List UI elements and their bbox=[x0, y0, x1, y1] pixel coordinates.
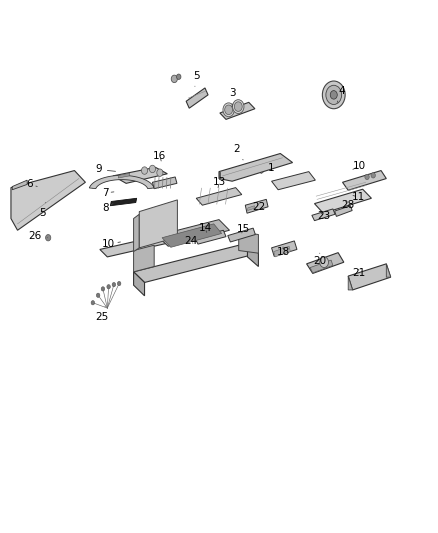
Polygon shape bbox=[274, 246, 290, 257]
Text: 11: 11 bbox=[352, 192, 365, 202]
Circle shape bbox=[365, 174, 369, 180]
Circle shape bbox=[107, 285, 110, 289]
Circle shape bbox=[112, 282, 116, 287]
Circle shape bbox=[46, 235, 51, 241]
Polygon shape bbox=[152, 177, 177, 189]
Circle shape bbox=[234, 102, 242, 111]
Polygon shape bbox=[196, 188, 242, 205]
Polygon shape bbox=[134, 245, 154, 272]
Polygon shape bbox=[100, 233, 177, 257]
Text: 13: 13 bbox=[212, 177, 226, 188]
Polygon shape bbox=[343, 171, 386, 190]
Text: 10: 10 bbox=[353, 161, 366, 171]
Text: 21: 21 bbox=[353, 268, 366, 278]
Circle shape bbox=[91, 301, 95, 305]
Polygon shape bbox=[110, 198, 137, 206]
Polygon shape bbox=[134, 272, 145, 296]
Polygon shape bbox=[219, 154, 293, 181]
Polygon shape bbox=[139, 200, 177, 248]
Text: 28: 28 bbox=[342, 200, 355, 210]
Polygon shape bbox=[186, 88, 208, 108]
Polygon shape bbox=[307, 253, 344, 273]
Circle shape bbox=[149, 165, 155, 173]
Polygon shape bbox=[12, 180, 27, 190]
Polygon shape bbox=[113, 167, 167, 183]
Polygon shape bbox=[157, 220, 230, 246]
Text: 22: 22 bbox=[253, 202, 266, 212]
Circle shape bbox=[225, 105, 233, 115]
Polygon shape bbox=[219, 172, 220, 179]
Polygon shape bbox=[118, 173, 130, 178]
Text: 20: 20 bbox=[313, 253, 326, 266]
Text: 18: 18 bbox=[277, 247, 290, 256]
Circle shape bbox=[233, 100, 244, 114]
Circle shape bbox=[330, 91, 337, 99]
Polygon shape bbox=[247, 243, 258, 266]
Polygon shape bbox=[11, 171, 85, 230]
Text: 24: 24 bbox=[184, 236, 197, 246]
Circle shape bbox=[320, 257, 328, 268]
Polygon shape bbox=[386, 264, 391, 277]
Circle shape bbox=[177, 74, 181, 79]
Polygon shape bbox=[272, 241, 297, 256]
Polygon shape bbox=[220, 102, 255, 119]
Polygon shape bbox=[245, 199, 268, 213]
Polygon shape bbox=[310, 260, 333, 273]
Text: 7: 7 bbox=[102, 188, 114, 198]
Polygon shape bbox=[89, 175, 154, 189]
Text: 2: 2 bbox=[233, 144, 243, 160]
Text: 16: 16 bbox=[153, 151, 166, 161]
Text: 5: 5 bbox=[39, 203, 46, 218]
Circle shape bbox=[101, 287, 105, 291]
Polygon shape bbox=[134, 243, 258, 282]
Text: 8: 8 bbox=[102, 203, 113, 213]
Text: 23: 23 bbox=[318, 212, 331, 221]
Circle shape bbox=[322, 81, 345, 109]
Circle shape bbox=[117, 281, 121, 286]
Polygon shape bbox=[162, 224, 222, 247]
Polygon shape bbox=[239, 232, 258, 253]
Circle shape bbox=[223, 103, 234, 117]
Text: 6: 6 bbox=[26, 179, 37, 189]
Polygon shape bbox=[228, 228, 255, 242]
Text: 9: 9 bbox=[95, 165, 116, 174]
Circle shape bbox=[371, 173, 375, 178]
Circle shape bbox=[326, 85, 342, 104]
Text: 10: 10 bbox=[102, 239, 120, 249]
Polygon shape bbox=[348, 264, 391, 290]
Polygon shape bbox=[314, 189, 371, 213]
Text: 26: 26 bbox=[28, 231, 47, 240]
Polygon shape bbox=[348, 276, 353, 290]
Polygon shape bbox=[335, 206, 352, 216]
Circle shape bbox=[96, 293, 100, 297]
Text: 1: 1 bbox=[261, 163, 275, 174]
Polygon shape bbox=[134, 214, 139, 252]
Text: 3: 3 bbox=[229, 88, 236, 107]
Polygon shape bbox=[195, 230, 226, 244]
Circle shape bbox=[141, 167, 148, 174]
Polygon shape bbox=[247, 206, 254, 211]
Circle shape bbox=[157, 169, 163, 176]
Polygon shape bbox=[272, 172, 315, 190]
Text: 5: 5 bbox=[193, 71, 200, 86]
Polygon shape bbox=[312, 209, 335, 221]
Text: 14: 14 bbox=[198, 223, 212, 233]
Circle shape bbox=[171, 75, 177, 83]
Text: 4: 4 bbox=[337, 86, 345, 102]
Text: 25: 25 bbox=[95, 306, 108, 322]
Text: 15: 15 bbox=[237, 224, 250, 234]
